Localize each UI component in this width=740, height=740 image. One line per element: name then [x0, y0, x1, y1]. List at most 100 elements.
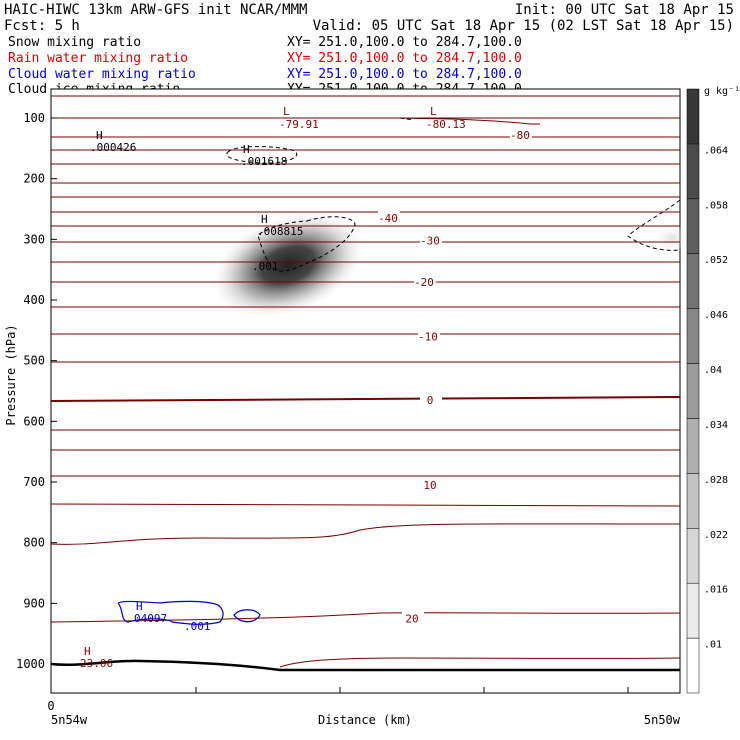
colorbar-segment-9	[686, 143, 700, 200]
temp-label-bg-3	[414, 274, 436, 288]
temp-label-bg-0	[510, 127, 532, 141]
field-xy-rain: XY= 251.0,100.0 to 284.7,100.0	[287, 51, 522, 66]
header-valid: Valid: 05 UTC Sat 18 Apr 15 (02 LST Sat …	[313, 18, 734, 34]
colorbar-tick-6: .046	[704, 310, 728, 321]
colorbar-tick-7: .052	[704, 255, 728, 266]
cloud-water-contour-1	[117, 600, 224, 625]
cloud-ice-contour-1	[226, 145, 298, 164]
colorbar-segment-2	[686, 528, 700, 584]
temp-label-4: -10	[418, 330, 438, 343]
header-forecast: Fcst: 5 h	[4, 18, 80, 34]
high-value-1: .000426	[90, 141, 136, 154]
colorbar-tick-3: .028	[704, 475, 728, 486]
y-tick-label-1000: 1000	[16, 657, 45, 671]
header-title: HAIC-HIWC 13km ARW-GFS init NCAR/MMM	[4, 2, 307, 18]
temp-label-7: 20	[405, 613, 418, 626]
temp-label-0: -80	[510, 129, 530, 142]
temperature-labels: -80 -40 -30 -20 -10 0 10 20	[378, 127, 532, 626]
plot-area	[50, 88, 681, 694]
cloud-water-contour-2	[233, 609, 261, 623]
isotherm-lower-2	[279, 657, 681, 668]
x-axis-title: Distance (km)	[318, 713, 412, 727]
colorbar-segment-5	[686, 363, 700, 419]
high-value-4: 04097	[134, 612, 167, 625]
colorbar-segment-1	[686, 582, 700, 639]
temp-label-3: -20	[414, 276, 434, 289]
y-tick-label-300: 300	[23, 232, 45, 246]
y-tick-label-800: 800	[23, 536, 45, 550]
isotherm-19	[50, 503, 681, 507]
y-tick-label-100: 100	[23, 111, 45, 125]
temp-label-bg-4	[418, 329, 440, 343]
colorbar-segment-3	[686, 473, 700, 529]
snow-shading-small	[650, 224, 694, 252]
colorbar-tick-8: .058	[704, 200, 728, 211]
colorbar-segment-7	[686, 253, 700, 309]
cloud-ice-contours	[226, 117, 681, 272]
colorbar-segment-6	[686, 308, 700, 364]
colorbar-tick-1: .016	[704, 585, 728, 596]
low-marker-1: L	[283, 105, 290, 118]
y-tick-label-900: 900	[23, 596, 45, 610]
high-marker-5: H	[84, 645, 91, 658]
temp-label-bg-2	[420, 233, 442, 247]
cloud-ice-contour-3	[627, 199, 681, 251]
colorbar-tick-0: .01	[704, 640, 722, 651]
annotations: L -79.91 L -80.13 H .000426 H .001618 H …	[80, 105, 466, 670]
colorbar-unit: g kg⁻¹	[704, 86, 740, 97]
high-marker-1: H	[96, 129, 103, 142]
low-value-2: -80.13	[426, 118, 466, 131]
high-marker-4: H	[136, 600, 143, 613]
y-tick-label-700: 700	[23, 475, 45, 489]
x-axis-zero: 0	[47, 699, 54, 713]
y-tick-label-400: 400	[23, 293, 45, 307]
colorbar: .01 .016 .022 .028 .034 .04 .046 .052 .058 .064	[686, 88, 728, 694]
low-marker-2: L	[430, 105, 437, 118]
low-value-1: -79.91	[279, 118, 319, 131]
field-xy-cloudwater: XY= 251.0,100.0 to 284.7,100.0	[287, 67, 522, 82]
field-label-rain: Rain water mixing ratio	[8, 51, 188, 66]
isotherm-15	[50, 396, 681, 402]
temp-label-6: 10	[423, 479, 436, 492]
contour-value-1: .001	[252, 260, 279, 273]
colorbar-tick-9: .064	[704, 145, 728, 156]
temp-label-2: -30	[420, 235, 440, 248]
high-value-3: .008815	[257, 225, 303, 238]
cloud-ice-contour-4	[399, 117, 415, 121]
x-axis-start: 5n54w	[51, 713, 88, 727]
x-axis	[195, 687, 629, 693]
temp-label-1: -40	[378, 212, 398, 225]
temp-label-bg-7	[402, 611, 424, 625]
isotherm-20	[50, 523, 681, 545]
x-axis-end: 5n50w	[644, 713, 681, 727]
field-xy-snow: XY= 251.0,100.0 to 284.7,100.0	[287, 35, 522, 50]
colorbar-segment-0	[686, 637, 700, 694]
header-init: Init: 00 UTC Sat 18 Apr 15	[515, 2, 734, 18]
colorbar-segment-4	[686, 418, 700, 474]
high-marker-2: H	[243, 143, 250, 156]
temp-label-bg-1	[378, 211, 400, 225]
snow-shading-maximum	[212, 212, 364, 318]
y-tick-label-600: 600	[23, 414, 45, 428]
y-tick-label-200: 200	[23, 172, 45, 186]
colorbar-tick-5: .04	[704, 365, 722, 376]
cloud-ice-contour-2	[257, 216, 356, 272]
colorbar-segment-10	[686, 88, 700, 145]
colorbar-tick-4: .034	[704, 420, 728, 431]
cloud-water-contours	[117, 600, 261, 625]
temp-label-5: 0	[427, 394, 434, 407]
colorbar-segment-8	[686, 198, 700, 254]
field-label-cloudwater: Cloud water mixing ratio	[8, 67, 196, 82]
temp-label-bg-6	[420, 478, 442, 492]
y-axis: 100 200 300 400 500 600 700 800 900 1000	[16, 111, 57, 671]
y-tick-label-500: 500	[23, 354, 45, 368]
terrain-line	[50, 659, 680, 672]
colorbar-tick-2: .022	[704, 530, 728, 541]
temp-label-bg-5	[420, 393, 442, 407]
high-marker-3: H	[261, 213, 268, 226]
isotherm-top-curve	[399, 117, 540, 125]
isotherm-lower-1	[50, 612, 681, 623]
y-axis-title: Pressure (hPa)	[4, 324, 18, 425]
contour-value-2: .001	[184, 620, 211, 633]
